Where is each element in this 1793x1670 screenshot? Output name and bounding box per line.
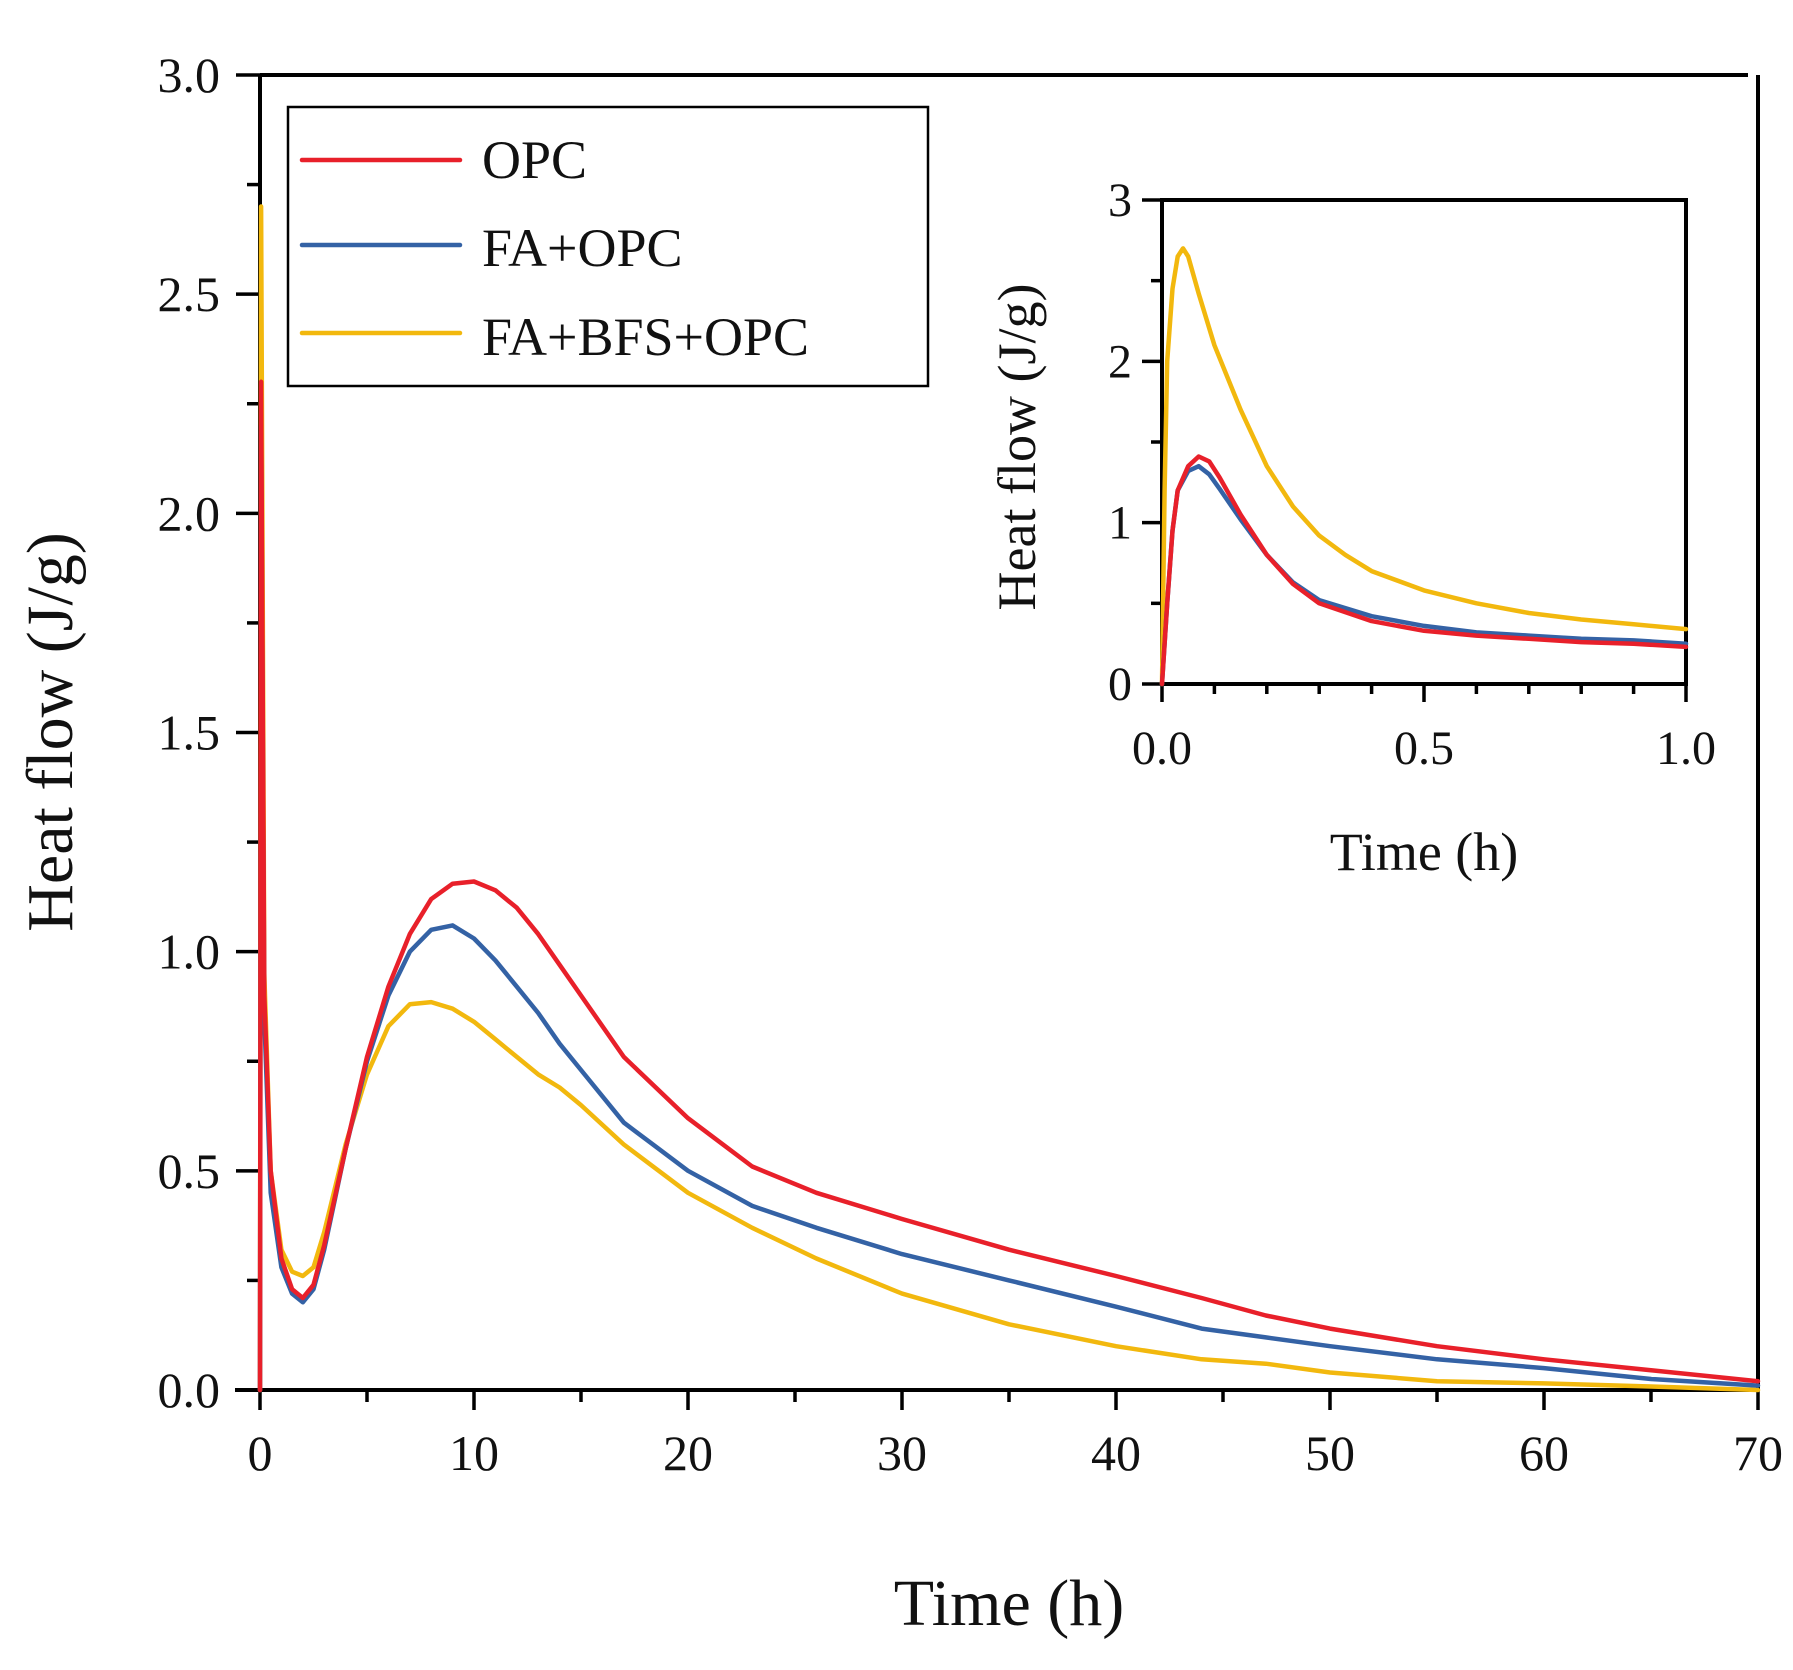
inset-y-tick-label: 0 [1108, 658, 1132, 711]
main-x-tick-label: 30 [877, 1425, 927, 1481]
main-x-tick-label: 60 [1519, 1425, 1569, 1481]
inset-ticks: 0.0 0.5 1.0 0 1 2 3 [1108, 174, 1716, 775]
main-series-fa-bfs-opc [257, 204, 1761, 1393]
main-series-fa-opc [257, 423, 1761, 1393]
main-y-tick-label: 0.0 [158, 1362, 221, 1418]
main-series-opc [257, 379, 1761, 1393]
inset-series-opc [1159, 454, 1689, 687]
inset-y-tick-label: 3 [1108, 174, 1132, 227]
inset-frame [1160, 198, 1688, 686]
inset-x-axis-title: Time (h) [1330, 822, 1519, 882]
main-y-tick-label: 1.5 [158, 705, 221, 761]
main-y-tick-label: 2.5 [158, 266, 221, 322]
main-x-tick-label: 40 [1091, 1425, 1141, 1481]
legend-label-fa-bfs-opc: FA+BFS+OPC [482, 307, 809, 367]
main-y-tick-label: 3.0 [158, 47, 221, 103]
main-y-tick-label: 0.5 [158, 1143, 221, 1199]
inset-series [1159, 246, 1689, 687]
main-x-axis-title: Time (h) [894, 1567, 1124, 1640]
main-x-tick-label: 50 [1305, 1425, 1355, 1481]
main-x-tick-label: 70 [1733, 1425, 1783, 1481]
inset-x-tick-label: 1.0 [1656, 722, 1716, 775]
main-x-tick-label: 20 [663, 1425, 713, 1481]
inset-series-fa-bfs-opc [1159, 246, 1689, 687]
inset-y-axis-title: Heat flow (J/g) [987, 284, 1047, 611]
main-x-tick-label: 10 [449, 1425, 499, 1481]
inset-y-tick-label: 1 [1108, 497, 1132, 550]
inset-plot: 0.0 0.5 1.0 0 1 2 3 Time (h) Heat flow (J/g) [987, 174, 1716, 882]
inset-y-tick-label: 2 [1108, 335, 1132, 388]
legend-label-fa-opc: FA+OPC [482, 218, 683, 278]
legend: OPC FA+OPC FA+BFS+OPC [286, 105, 930, 388]
inset-series-fa-opc [1159, 463, 1689, 687]
legend-label-opc: OPC [482, 130, 587, 190]
main-y-tick-label: 1.0 [158, 924, 221, 980]
inset-x-tick-label: 0.5 [1394, 722, 1454, 775]
inset-x-tick-label: 0.0 [1132, 722, 1192, 775]
main-y-tick-label: 2.0 [158, 485, 221, 541]
main-x-tick-label: 0 [248, 1425, 273, 1481]
main-plot: 0 10 20 30 40 50 60 700.00.51.01.52.02.53.0 Tim… [14, 47, 1783, 1640]
main-y-axis-title: Heat flow (J/g) [14, 532, 87, 932]
main-series [257, 204, 1761, 1393]
main-ticks: 0 10 20 30 40 50 60 700.00.51.01.52.02.53.0 [158, 47, 1784, 1481]
